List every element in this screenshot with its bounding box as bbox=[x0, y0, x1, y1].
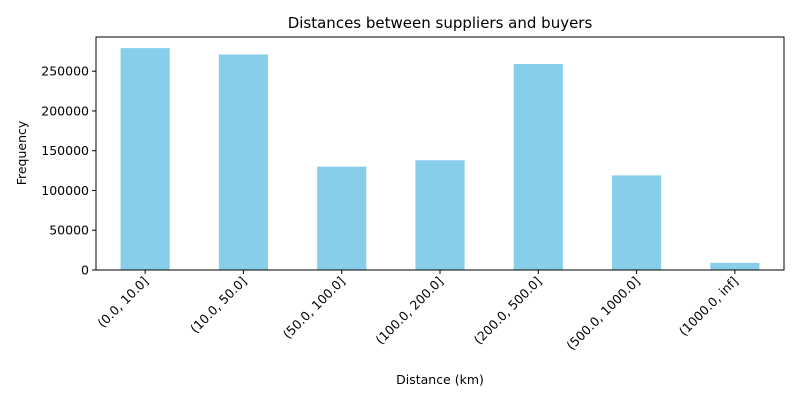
bar-1 bbox=[218, 54, 268, 271]
bar-3 bbox=[415, 160, 465, 270]
bar-2 bbox=[317, 166, 367, 270]
chart-title: Distances between suppliers and buyers bbox=[288, 14, 593, 32]
bar-6 bbox=[710, 262, 760, 270]
x-axis-label: Distance (km) bbox=[396, 372, 484, 387]
y-tick-label-3: 150000 bbox=[41, 143, 89, 158]
x-axis: (0.0, 10.0] (10.0, 50.0] (50.0, 100.0] (100… bbox=[94, 270, 741, 353]
x-tick-label-0: (0.0, 10.0] bbox=[94, 274, 151, 331]
y-tick-label-2: 100000 bbox=[41, 183, 89, 198]
y-axis-label: Frequency bbox=[14, 120, 29, 185]
bars-group bbox=[120, 48, 760, 271]
x-tick-label-3: (100.0, 200.0] bbox=[372, 274, 446, 348]
y-tick-label-1: 50000 bbox=[49, 223, 89, 238]
bar-0 bbox=[120, 48, 170, 271]
y-tick-label-0: 0 bbox=[81, 263, 89, 278]
y-tick-label-4: 200000 bbox=[41, 103, 89, 118]
x-tick-label-1: (10.0, 50.0] bbox=[187, 274, 249, 336]
y-tick-label-5: 250000 bbox=[41, 64, 89, 79]
x-tick-label-6: (1000.0, inf] bbox=[676, 274, 741, 339]
plot-frame bbox=[95, 36, 785, 271]
x-tick-label-4: (200.0, 500.0] bbox=[471, 274, 545, 348]
x-tick-label-2: (50.0, 100.0] bbox=[280, 274, 348, 342]
x-tick-label-5: (500.0, 1000.0] bbox=[563, 274, 642, 353]
y-axis: 0 50000 100000 150000 200000 250000 bbox=[41, 64, 96, 278]
bar-4 bbox=[513, 64, 563, 271]
bar-5 bbox=[612, 175, 662, 270]
